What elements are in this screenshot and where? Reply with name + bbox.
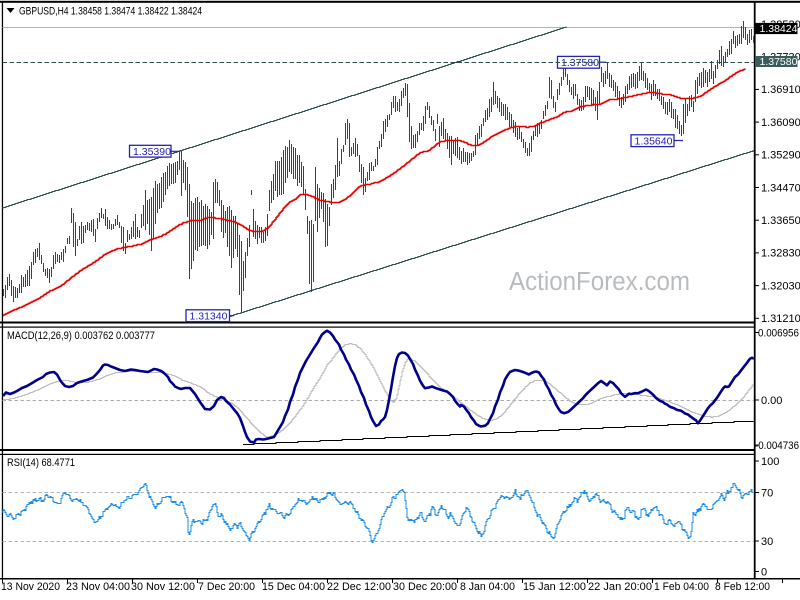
svg-text:70: 70 (761, 487, 773, 499)
svg-text:7 Dec 20:00: 7 Dec 20:00 (198, 581, 255, 593)
svg-text:30 Nov 12:00: 30 Nov 12:00 (131, 581, 195, 593)
svg-text:1.31210: 1.31210 (761, 313, 800, 325)
svg-text:15 Dec 04:00: 15 Dec 04:00 (262, 581, 325, 593)
svg-text:8 Jan 04:00: 8 Jan 04:00 (460, 581, 515, 593)
svg-text:MACD(12,26,9) 0.003762 0.00377: MACD(12,26,9) 0.003762 0.003777 (7, 330, 155, 342)
svg-text:1.34470: 1.34470 (761, 182, 800, 194)
svg-text:13 Nov 2020: 13 Nov 2020 (1, 581, 60, 593)
svg-text:1.36910: 1.36910 (761, 84, 800, 96)
svg-text:0: 0 (761, 566, 767, 578)
svg-text:1.31340: 1.31340 (190, 310, 228, 322)
svg-text:1.35390: 1.35390 (133, 146, 171, 158)
svg-text:1.38424: 1.38424 (760, 23, 798, 35)
svg-text:1.32030: 1.32030 (761, 280, 800, 292)
svg-text:RSI(14) 68.4771: RSI(14) 68.4771 (7, 457, 75, 469)
svg-text:8 Feb 12:00: 8 Feb 12:00 (715, 581, 770, 593)
svg-text:23 Nov 04:00: 23 Nov 04:00 (66, 581, 130, 593)
svg-text:0.00: 0.00 (761, 395, 782, 407)
svg-text:30: 30 (761, 536, 773, 548)
svg-text:30 Dec 20:00: 30 Dec 20:00 (393, 581, 457, 593)
svg-text:22 Jan 20:00: 22 Jan 20:00 (588, 581, 652, 593)
svg-text:100: 100 (761, 456, 779, 468)
svg-text:-0.004736: -0.004736 (755, 440, 799, 452)
svg-text:1 Feb 04:00: 1 Feb 04:00 (654, 581, 709, 593)
svg-text:ActionForex.com: ActionForex.com (509, 268, 690, 296)
svg-text:1.35640: 1.35640 (635, 135, 673, 147)
svg-text:GBPUSD,H4 1.38458 1.38474 1.3: GBPUSD,H4 1.38458 1.38474 1.38422 1.3842… (19, 6, 202, 18)
svg-text:0.006956: 0.006956 (758, 327, 799, 339)
svg-text:1.36090: 1.36090 (761, 117, 800, 129)
svg-text:1.35290: 1.35290 (761, 150, 800, 162)
svg-text:22 Dec 12:00: 22 Dec 12:00 (327, 581, 391, 593)
svg-text:15 Jan 12:00: 15 Jan 12:00 (523, 581, 586, 593)
svg-text:1.37580: 1.37580 (760, 56, 798, 68)
svg-text:1.33650: 1.33650 (761, 215, 800, 227)
svg-text:1.32830: 1.32830 (761, 248, 800, 260)
